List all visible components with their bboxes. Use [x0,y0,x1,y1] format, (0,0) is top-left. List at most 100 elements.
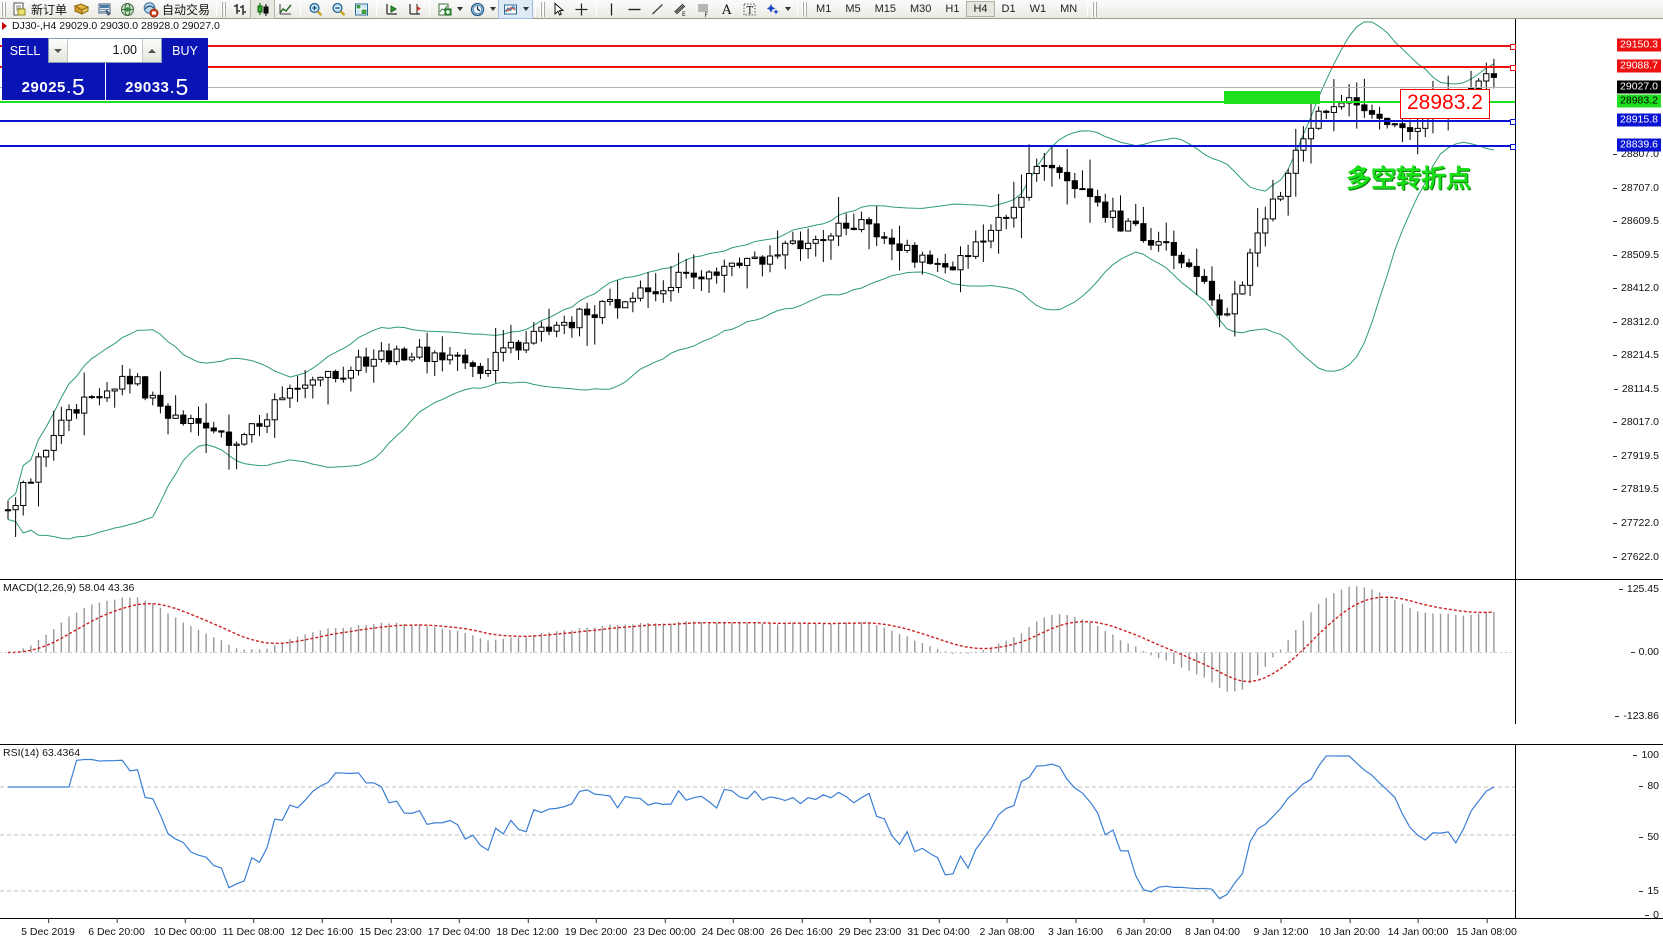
level-handle[interactable] [1510,119,1516,125]
indicators-button[interactable] [498,0,534,19]
trendline-button[interactable] [646,0,669,18]
turning-point-annotation[interactable]: 多空转折点 [1346,164,1472,193]
level-line-resistance-2[interactable] [0,65,1516,71]
equidistant-channel-button[interactable]: E [669,0,692,18]
auto-trading-button[interactable]: 自动交易 [139,0,213,18]
candlestick-icon [254,1,271,18]
volume-input[interactable]: 1.00 [112,43,137,57]
crosshair-button[interactable] [570,0,593,18]
time-axis[interactable]: 5 Dec 2019 6 Dec 20:00 10 Dec 00:00 11 Dec … [0,918,1663,946]
expert-advisor-button[interactable] [70,0,93,18]
one-click-trading-panel[interactable]: SELL 1.00 BUY 29025 . 5 29033 . 5 [2,38,208,100]
price-tag-support-2[interactable]: 28839.6 [1617,138,1661,152]
price-annotation-box[interactable]: 28983.2 [1400,89,1490,119]
ask-price-display[interactable]: 29033 . 5 [105,63,208,100]
level-handle[interactable] [1510,44,1516,50]
chevron-down-icon[interactable] [785,7,792,11]
toolbar-separator-4 [429,1,431,17]
line-chart-button[interactable] [274,0,297,18]
timeframe-h1[interactable]: H1 [945,3,960,15]
toolbar-grip-4[interactable] [802,1,808,17]
level-handle[interactable] [1510,65,1516,71]
chevron-down-icon[interactable] [523,7,530,11]
candlestick-chart-button[interactable] [250,0,276,19]
chevron-down-icon[interactable] [457,7,464,11]
time-tick: 5 Dec 2019 [21,918,75,938]
volume-decrease-button[interactable] [49,39,68,62]
level-line-support-2[interactable] [0,144,1516,150]
price-tag-pivot[interactable]: 28983.2 [1617,94,1661,108]
horizontal-line-button[interactable] [623,0,646,18]
chevron-down-icon[interactable] [490,7,497,11]
toolbar-grip[interactable] [1,1,6,17]
auto-trading-label: 自动交易 [162,2,211,17]
price-chart-pane[interactable]: DJ30-,H4 29029.0 29030.0 28928.0 29027.0… [0,19,1663,597]
price-tag-last-price[interactable]: 29027.0 [1617,80,1661,94]
chart-shift-button[interactable] [403,0,426,18]
auto-scroll-button[interactable] [380,0,403,18]
toolbar-grip-3[interactable] [540,1,546,17]
new-order-button[interactable]: 新订单 [8,0,70,18]
horizontal-line-icon [626,1,643,18]
vertical-line-button[interactable] [600,0,623,18]
zoom-in-button[interactable] [304,0,327,18]
green-zone-highlight[interactable] [1224,91,1320,104]
timeframe-m1[interactable]: M1 [816,3,832,15]
timeframe-m30[interactable]: M30 [910,3,932,15]
auto-scroll-icon [383,1,400,18]
toolbar-separator-7 [797,1,799,17]
text-label-button[interactable]: T [738,0,761,18]
toolbar-grip-2[interactable] [221,1,227,17]
toolbar-separator-2 [300,1,302,17]
price-tick: 27819.5 [1613,483,1659,495]
timeframe-w1[interactable]: W1 [1029,3,1047,15]
macd-axis-right[interactable]: 125.45 0.00 -123.86 [1515,580,1663,724]
time-tick: 24 Dec 08:00 [701,918,765,938]
rsi-tick: 50 [1639,831,1659,843]
text-button[interactable]: A [715,0,738,18]
tile-windows-button[interactable] [350,0,373,18]
buy-button[interactable]: BUY [162,38,208,63]
price-tag-resistance-1[interactable]: 29150.3 [1617,38,1661,52]
toolbar-grip-5[interactable] [1092,1,1098,17]
timeframe-m15[interactable]: M15 [874,3,896,15]
time-tick: 9 Jan 12:00 [1253,918,1309,938]
shapes-button[interactable] [761,0,794,18]
timeframe-mn[interactable]: MN [1060,3,1078,15]
navigator-button[interactable] [116,0,139,18]
rsi-plot-area[interactable] [0,745,1515,918]
price-plot-area[interactable] [0,19,1515,579]
bid-price-display[interactable]: 29025 . 5 [2,63,105,100]
price-candles [4,21,1498,540]
rsi-tick: 80 [1639,780,1659,792]
macd-pane[interactable]: MACD(12,26,9) 58.04 43.36 125.45 0.00 -1… [0,579,1663,724]
templates-button[interactable] [433,0,466,18]
toolbar-separator-1 [216,1,218,17]
zoom-out-button[interactable] [327,0,350,18]
bar-chart-button[interactable] [228,0,251,18]
rsi-axis-right[interactable]: 100 80 50 15 0 [1515,745,1663,921]
timeframe-d1[interactable]: D1 [1001,3,1016,15]
level-line-support-1[interactable] [0,119,1516,125]
level-line-pivot-green[interactable] [0,101,1515,103]
price-axis-right[interactable]: 29150.3 29088.7 29027.0 28983.2 28915.8 … [1515,19,1663,597]
price-tick: 27622.0 [1613,551,1659,563]
volume-increase-button[interactable] [142,39,161,62]
rsi-pane[interactable]: RSI(14) 63.4364 100 80 50 15 0 [0,744,1663,921]
volume-stepper[interactable]: 1.00 [48,38,162,63]
price-tag-support-1[interactable]: 28915.8 [1617,113,1661,127]
sell-button[interactable]: SELL [2,38,48,63]
periodicity-button[interactable] [466,0,499,18]
price-tag-resistance-2[interactable]: 29088.7 [1617,59,1661,73]
scrollbar-corner[interactable] [0,940,6,946]
time-tick: 17 Dec 04:00 [427,918,491,938]
timeframe-h4[interactable]: H4 [966,1,995,17]
fibonacci-button[interactable]: F [692,0,715,18]
level-handle[interactable] [1510,144,1516,150]
macd-plot-area[interactable] [0,580,1515,724]
vertical-line-icon [603,1,620,18]
level-line-resistance-1[interactable] [0,44,1516,50]
timeframe-m5[interactable]: M5 [845,3,861,15]
data-window-button[interactable] [93,0,116,18]
cursor-button[interactable] [547,0,570,18]
